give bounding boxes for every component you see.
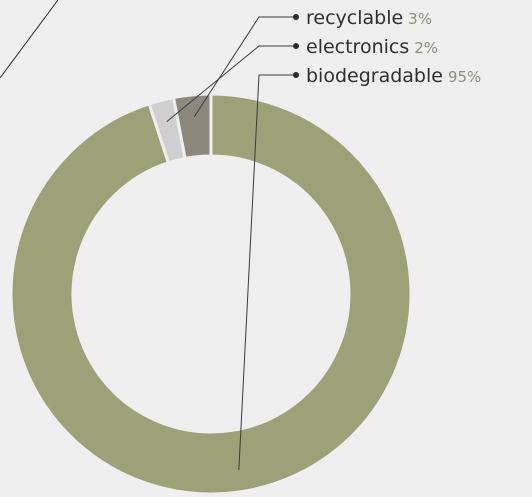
legend-value-biodegradable: 95%	[448, 68, 481, 86]
legend-entry-biodegradable: biodegradable 95%	[306, 65, 481, 87]
legend-value-recyclable: 3%	[408, 10, 432, 28]
leader-line-biodegradable	[238, 74, 296, 470]
donut-slice-recyclable	[171, 92, 213, 161]
legend-leader-lines	[166, 16, 296, 470]
donut-slices	[9, 92, 413, 496]
donut-slice-biodegradable	[9, 92, 413, 496]
legend-dot-biodegradable	[293, 72, 299, 78]
legend-label-recyclable: recyclable	[306, 7, 403, 29]
decorative-diagonal-line	[0, 0, 59, 79]
legend-dot-electronics	[293, 43, 299, 49]
legend-value-electronics: 2%	[414, 39, 438, 57]
legend-entry-recyclable: recyclable 3%	[306, 7, 432, 29]
legend-label-electronics: electronics	[306, 36, 409, 58]
leader-line-electronics	[166, 45, 296, 122]
leader-line-recyclable	[193, 16, 296, 118]
legend-entry-electronics: electronics 2%	[306, 36, 438, 58]
legend-dot-recyclable	[293, 14, 299, 20]
legend: recyclable 3% electronics 2% biodegradable 95…	[293, 7, 481, 87]
legend-label-biodegradable: biodegradable	[306, 65, 443, 87]
